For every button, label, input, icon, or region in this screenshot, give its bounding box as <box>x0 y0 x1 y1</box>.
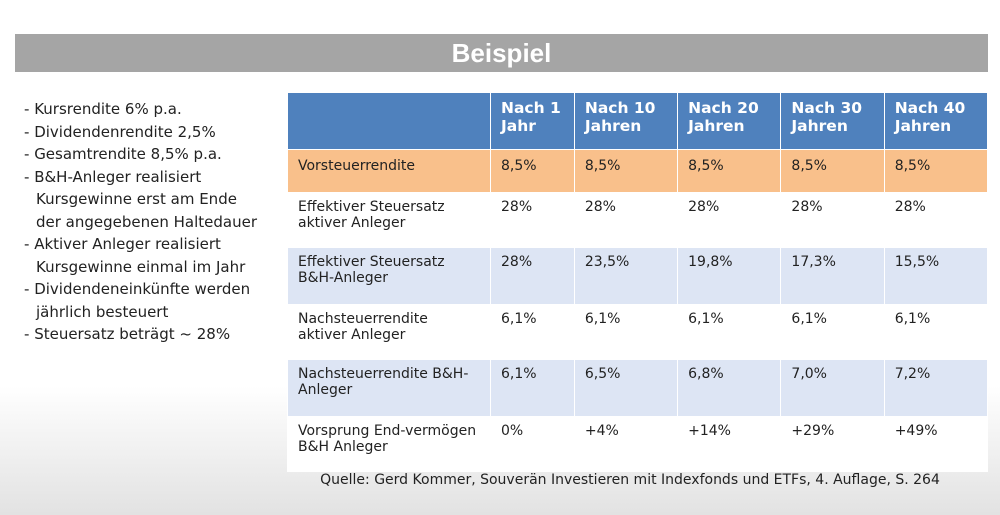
column-header: Nach 10 Jahren <box>573 92 679 150</box>
table-cell: 8,5% <box>677 149 782 193</box>
table-cell: 28% <box>780 192 885 248</box>
source-note: Quelle: Gerd Kommer, Souverän Investiere… <box>320 472 940 488</box>
table-cell: +29% <box>780 416 885 472</box>
table-row: Effektiver Steuersatz B&H-Anleger 28% 23,5… <box>287 247 989 305</box>
table-cell: 6,1% <box>490 359 575 417</box>
table-cell: 28% <box>490 192 575 248</box>
table-cell: +49% <box>883 416 989 472</box>
table-cell: 7,0% <box>780 359 885 417</box>
table-cell: 6,1% <box>883 304 989 360</box>
column-header: Nach 40 Jahren <box>883 92 989 150</box>
bullet-list: Kursrendite 6% p.a.Dividendenrendite 2,5… <box>24 98 259 346</box>
table-row: Vorsteuerrendite 8,5% 8,5% 8,5% 8,5% 8,5% <box>287 149 989 193</box>
table-cell: 28% <box>573 192 679 248</box>
table-row: Nachsteuerrendite B&H-Anleger 6,1% 6,5% 6,8… <box>287 359 989 417</box>
header-row: Nach 1 Jahr Nach 10 Jahren Nach 20 Jahren N… <box>287 92 989 150</box>
column-header: Nach 1 Jahr <box>490 92 575 150</box>
table-cell: 23,5% <box>573 247 679 305</box>
table-cell: 6,1% <box>490 304 575 360</box>
table-cell: 28% <box>490 247 575 305</box>
table-cell: +4% <box>573 416 679 472</box>
bullet-item: Steuersatz beträgt ~ 28% <box>24 323 259 346</box>
table-row: Effektiver Steuersatz aktiver Anleger 28%… <box>287 192 989 248</box>
table-cell: 15,5% <box>883 247 989 305</box>
bullet-item: B&H-Anleger realisiert Kursgewinne erst … <box>24 166 259 234</box>
row-label: Nachsteuerrendite B&H-Anleger <box>287 359 491 417</box>
bullet-item: Aktiver Anleger realisiert Kursgewinne e… <box>24 233 259 278</box>
bullet-item: Dividendeneinkünfte werden jährlich best… <box>24 278 259 323</box>
table-cell: 0% <box>490 416 575 472</box>
bullet-item: Dividendenrendite 2,5% <box>24 121 259 144</box>
row-label: Effektiver Steuersatz aktiver Anleger <box>287 192 491 248</box>
table-cell: 28% <box>883 192 989 248</box>
row-label: Nachsteuerrendite aktiver Anleger <box>287 304 491 360</box>
table-cell: 6,1% <box>573 304 679 360</box>
bullet-item: Kursrendite 6% p.a. <box>24 98 259 121</box>
table-cell: 6,1% <box>780 304 885 360</box>
table-cell: 8,5% <box>883 149 989 193</box>
table-cell: 28% <box>677 192 782 248</box>
column-header: Nach 30 Jahren <box>780 92 885 150</box>
data-table: Nach 1 Jahr Nach 10 Jahren Nach 20 Jahren N… <box>287 92 989 472</box>
table-cell: 7,2% <box>883 359 989 417</box>
column-header: Nach 20 Jahren <box>677 92 782 150</box>
table-cell: 6,5% <box>573 359 679 417</box>
row-label: Effektiver Steuersatz B&H-Anleger <box>287 247 491 305</box>
table-row: Vorsprung End-vermögen B&H Anleger 0% +4% +… <box>287 416 989 472</box>
table-row: Nachsteuerrendite aktiver Anleger 6,1% 6,1… <box>287 304 989 360</box>
row-label: Vorsprung End-vermögen B&H Anleger <box>287 416 491 472</box>
slide-title: Beispiel <box>15 34 988 72</box>
table-cell: 8,5% <box>780 149 885 193</box>
table-cell: 8,5% <box>573 149 679 193</box>
table-cell: 6,8% <box>677 359 782 417</box>
header-corner <box>287 92 491 150</box>
table-cell: 19,8% <box>677 247 782 305</box>
table-cell: +14% <box>677 416 782 472</box>
table-cell: 6,1% <box>677 304 782 360</box>
table-cell: 8,5% <box>490 149 575 193</box>
bullet-item: Gesamtrendite 8,5% p.a. <box>24 143 259 166</box>
row-label: Vorsteuerrendite <box>287 149 491 193</box>
table-cell: 17,3% <box>780 247 885 305</box>
